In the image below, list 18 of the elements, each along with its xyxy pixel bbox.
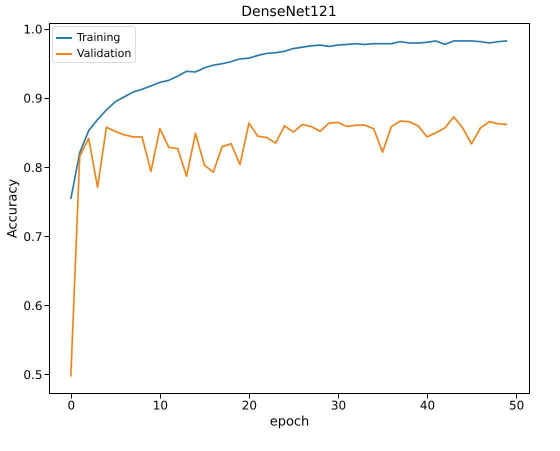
y-tick-label: 1.0 [23,22,42,37]
y-tick-label: 0.9 [23,92,42,106]
x-tick-label: 40 [420,398,436,412]
x-tick-label: 30 [330,398,346,412]
line-series [70,116,508,378]
y-tick-label: 0.7 [23,230,42,244]
y-tick-label: 0.5 [23,368,42,382]
y-tick-label: 0.6 [23,298,42,313]
x-tick-label: 10 [152,398,168,412]
x-tick-label: 0 [68,398,76,412]
y-tick-label: 0.8 [23,160,42,175]
x-tick-label: 50 [508,398,524,412]
x-axis-title: epoch [270,414,310,430]
legend-label: Training [76,31,120,44]
legend-label: Validation [77,47,132,60]
y-axis-title: Accuracy [5,178,20,238]
chart-title: DenseNet121 [241,4,337,20]
x-tick-label: 20 [242,398,258,412]
